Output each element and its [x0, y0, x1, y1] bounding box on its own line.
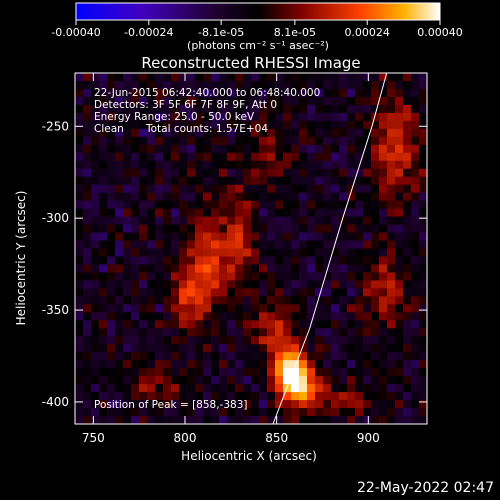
x-axis-label: Heliocentric X (arcsec) [181, 449, 317, 463]
x-tick-label: 800 [174, 431, 197, 445]
info-annotations: 22-Jun-2015 06:42:40.000 to 06:48:40.000… [94, 87, 320, 411]
colorbar-tick-label: 0.00024 [344, 26, 390, 39]
solar-limb-line [272, 73, 388, 424]
plot-frame [74, 72, 428, 425]
x-axis-ticks: 750 800 850 900 [82, 73, 380, 445]
detectors-text: Detectors: 3F 5F 6F 7F 8F 9F, Att 0 [94, 99, 277, 111]
colorbar-units-label: (photons cm⁻² s⁻¹ asec⁻²) [187, 39, 329, 52]
colorbar-tick-label: 8.1e-05 [274, 26, 316, 39]
x-tick-label: 750 [82, 431, 105, 445]
chart-title: Reconstructed RHESSI Image [141, 54, 360, 72]
y-axis-ticks: -250 -300 -350 -400 [42, 119, 427, 409]
y-tick-label: -350 [42, 303, 69, 317]
energy-range-text: Energy Range: 25.0 - 50.0 keV [94, 111, 255, 123]
heatmap-image [75, 73, 427, 424]
y-tick-label: -400 [42, 395, 69, 409]
colorbar-ticks: -0.00040 -0.00024 -8.1e-05 8.1e-05 0.00024 0.… [51, 20, 463, 39]
peak-position-text: Position of Peak = [858,-383] [94, 399, 248, 411]
total-counts-text: Total counts: 1.57E+04 [145, 123, 268, 135]
y-tick-label: -250 [42, 119, 69, 133]
x-tick-label: 900 [357, 431, 380, 445]
colorbar [75, 2, 441, 21]
colorbar-tick-label: -0.00024 [124, 26, 173, 39]
colorbar-tick-label: -0.00040 [51, 26, 100, 39]
y-axis-label: Heliocentric Y (arcsec) [14, 191, 28, 326]
colorbar-tick-label: -8.1e-05 [198, 26, 244, 39]
algorithm-text: Clean [94, 123, 124, 135]
y-tick-label: -300 [42, 211, 69, 225]
footer-timestamp: 22-May-2022 02:47 [356, 480, 494, 496]
x-tick-label: 850 [265, 431, 288, 445]
colorbar-tick-label: 0.00040 [417, 26, 463, 39]
time-range-text: 22-Jun-2015 06:42:40.000 to 06:48:40.000 [94, 87, 320, 99]
